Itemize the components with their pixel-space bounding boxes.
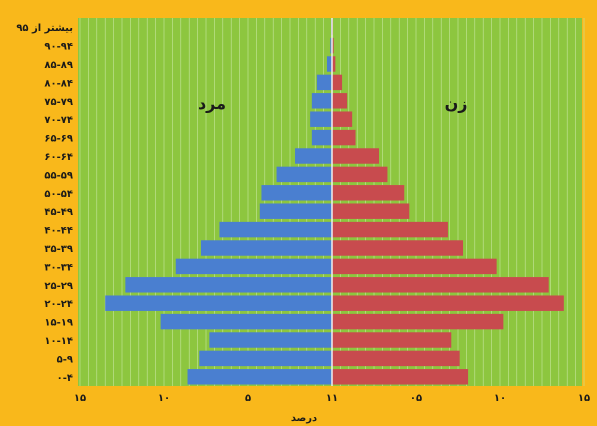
x-tick-label: ۱۱ (326, 393, 338, 404)
bars (105, 19, 564, 385)
age-group-label: ۸۰-۸۴ (44, 78, 73, 89)
female-series-label: زن (445, 94, 468, 113)
male-bar-13 (311, 129, 332, 146)
female-bar-12 (332, 148, 380, 164)
female-bar-9 (332, 203, 410, 219)
male-bar-2 (209, 332, 332, 348)
x-tick-label: ۱۵ (74, 393, 86, 404)
female-bar-10 (332, 185, 405, 201)
age-group-label: ۳۰-۳۴ (44, 262, 73, 273)
male-bar-8 (219, 221, 332, 238)
age-group-label: ۹۰-۹۴ (44, 42, 73, 53)
female-bar-1 (332, 350, 460, 367)
female-bar-3 (332, 313, 504, 330)
male-bar-11 (276, 166, 332, 183)
male-bar-10 (261, 185, 332, 201)
female-bar-14 (332, 111, 353, 127)
x-axis-title: درصد (291, 413, 317, 424)
age-group-label: ۷۰-۷۴ (44, 115, 73, 126)
female-bar-6 (332, 258, 497, 275)
age-group-label: ۶۵-۶۹ (44, 134, 73, 145)
male-bar-14 (310, 111, 332, 127)
female-bar-5 (332, 277, 549, 293)
age-group-label: ۲۰-۲۴ (44, 299, 73, 310)
female-bar-16 (332, 74, 343, 91)
age-group-label: ۲۵-۲۹ (44, 281, 73, 292)
male-bar-5 (125, 277, 332, 293)
x-tick-labels: ۱۵ ۱۰ ۵ ۱۱ ۰۵ ۱۰ ۱۵ (74, 393, 590, 404)
male-bar-12 (295, 148, 332, 164)
x-tick-label: ۱۰ (158, 393, 170, 404)
age-group-label: ۵۰-۵۴ (44, 189, 73, 200)
female-bar-2 (332, 332, 452, 348)
female-bar-8 (332, 221, 448, 238)
male-bar-4 (105, 295, 332, 311)
female-bar-7 (332, 240, 464, 256)
female-bar-0 (332, 369, 469, 385)
male-bar-18 (330, 37, 332, 54)
female-bar-11 (332, 166, 388, 183)
age-group-label: ۵-۹ (57, 354, 73, 365)
female-bar-4 (332, 295, 564, 311)
male-bar-15 (311, 93, 332, 109)
female-bar-13 (332, 129, 356, 146)
male-bar-7 (200, 240, 332, 256)
female-bar-18 (332, 37, 334, 54)
age-group-label: ۸۵-۸۹ (44, 60, 73, 71)
age-group-label: ۳۵-۳۹ (44, 244, 73, 255)
plot-area (78, 18, 582, 386)
age-group-label: ۵۵-۵۹ (44, 170, 73, 181)
age-group-label: ۱۵-۱۹ (44, 318, 73, 329)
age-group-label: ۶۰-۶۴ (44, 152, 73, 163)
age-group-label: ۱۰-۱۴ (44, 336, 73, 347)
x-tick-label: ۰۵ (410, 393, 422, 404)
age-group-label: ۰-۴ (57, 373, 73, 384)
age-group-label: ۷۵-۷۹ (44, 97, 73, 108)
age-group-labels: ۰-۴ ۵-۹ ۱۰-۱۴ ۱۵-۱۹ ۲۰-۲۴ ۲۵-۲۹ ۳۰-۳۴ ۳۵-۳۹ ۴۰-۴… (16, 23, 73, 384)
male-bar-9 (259, 203, 332, 219)
age-group-label: ۴۰-۴۴ (44, 226, 73, 237)
male-bar-17 (326, 56, 332, 72)
male-series-label: مرد (198, 94, 226, 113)
x-tick-label: ۵ (245, 393, 251, 404)
male-bar-3 (160, 313, 332, 330)
male-bar-0 (187, 369, 332, 385)
male-bar-1 (199, 350, 332, 367)
male-bar-6 (175, 258, 332, 275)
x-tick-label: ۱۰ (494, 393, 506, 404)
female-bar-15 (332, 93, 348, 109)
male-bar-16 (316, 74, 332, 91)
female-bar-17 (332, 56, 336, 72)
x-tick-label: ۱۵ (578, 393, 590, 404)
age-group-label: ۴۵-۴۹ (44, 207, 73, 218)
age-group-label: بیشتر از ۹۵ (16, 23, 73, 34)
